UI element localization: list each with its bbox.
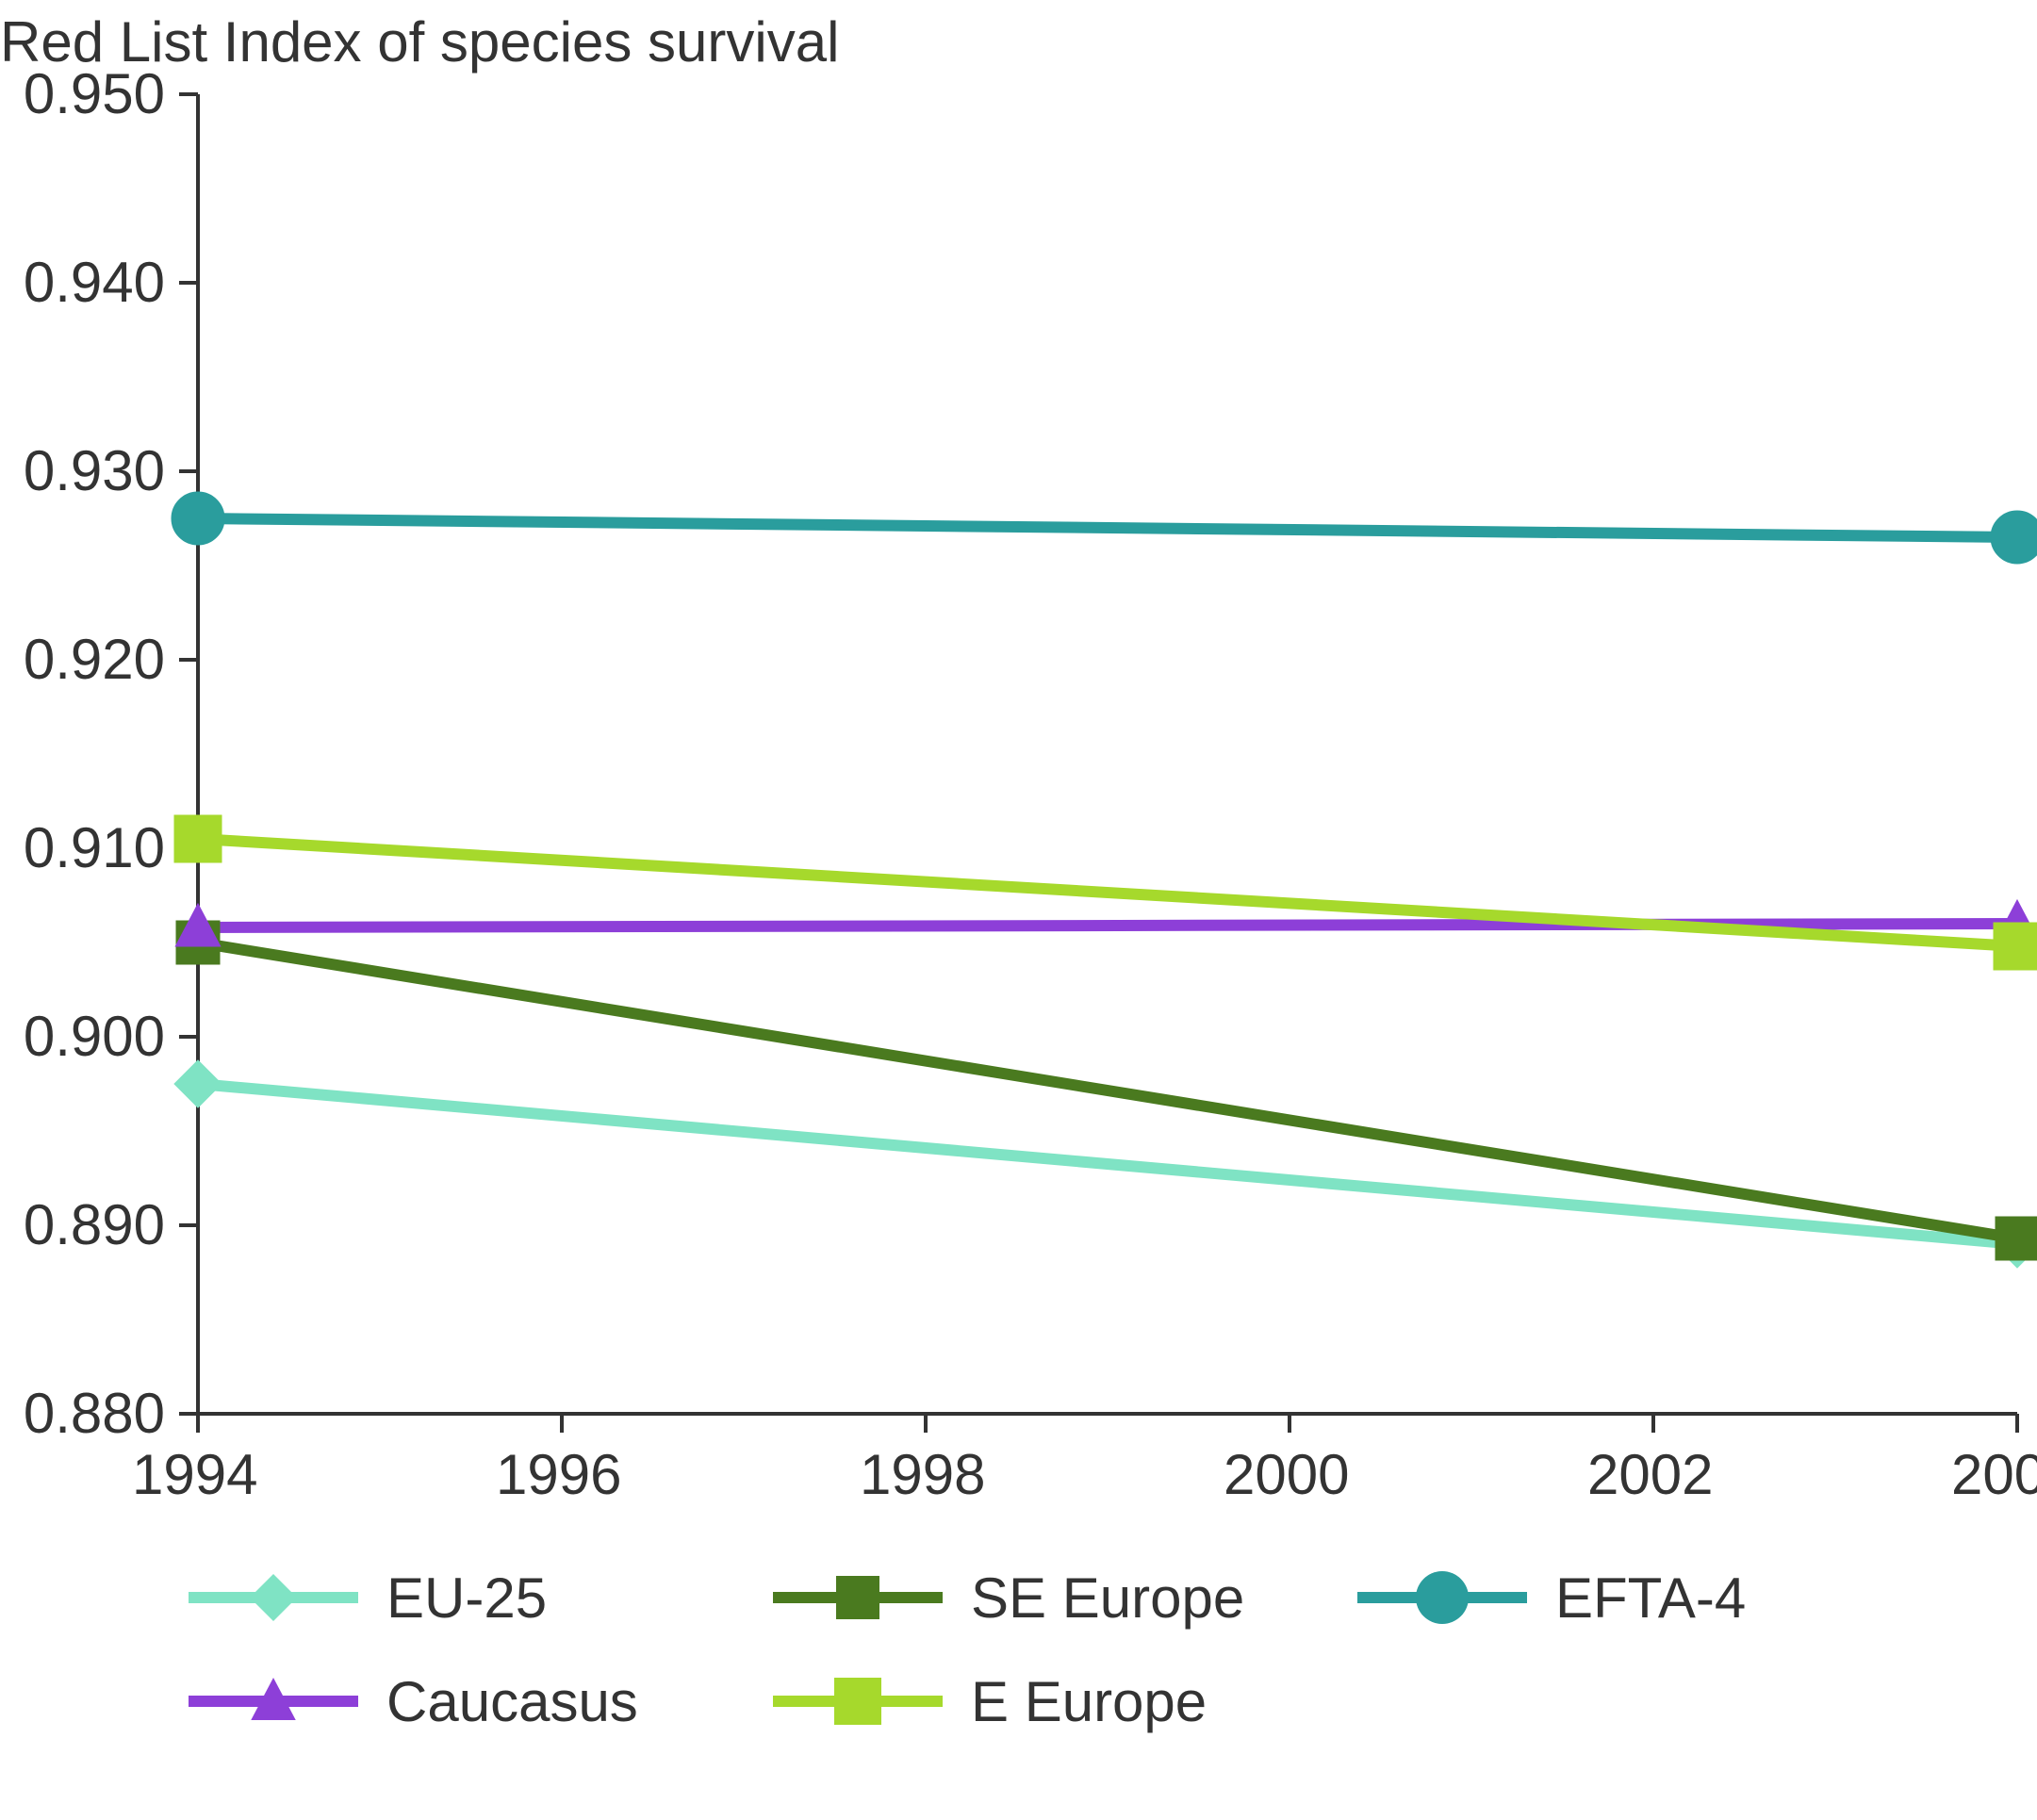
legend-item-efta4: EFTA-4 <box>1357 1546 1942 1649</box>
legend-swatch-efta4 <box>1357 1569 1527 1626</box>
x-tick-label: 2004 <box>1951 1442 2037 1507</box>
series-marker-seeurope <box>1996 1217 2037 1260</box>
series-marker-efta4 <box>172 492 224 545</box>
series-marker-eeurope <box>174 815 222 862</box>
legend-swatch-caucasus <box>189 1673 358 1730</box>
legend-item-eeurope: E Europe <box>773 1649 1357 1753</box>
y-tick-label: 0.900 <box>24 1004 165 1069</box>
y-tick-label: 0.940 <box>24 250 165 315</box>
y-tick-label: 0.880 <box>24 1381 165 1446</box>
y-tick-label: 0.920 <box>24 627 165 692</box>
series-line-eu25 <box>198 1084 2017 1244</box>
square-icon <box>820 1664 895 1739</box>
circle-icon <box>1405 1560 1480 1635</box>
x-tick-label: 1996 <box>496 1442 621 1507</box>
chart-container: Red List Index of species survival EU-25… <box>0 0 2037 1820</box>
y-tick-label: 0.950 <box>24 61 165 126</box>
y-tick-label: 0.910 <box>24 815 165 880</box>
legend-label-eeurope: E Europe <box>971 1669 1207 1734</box>
square-icon <box>820 1560 895 1635</box>
series-marker-eeurope <box>1994 923 2037 970</box>
x-tick-label: 2002 <box>1587 1442 1713 1507</box>
x-tick-label: 1998 <box>860 1442 985 1507</box>
series-marker-efta4 <box>1991 511 2037 564</box>
y-tick-label: 0.890 <box>24 1192 165 1257</box>
series-line-seeurope <box>198 943 2017 1238</box>
legend-item-caucasus: Caucasus <box>189 1649 773 1753</box>
chart-legend: EU-25 SE Europe EFTA-4 Caucasus E Europe <box>189 1546 1942 1753</box>
legend-label-seeurope: SE Europe <box>971 1566 1244 1631</box>
series-marker-eu25 <box>174 1060 222 1107</box>
diamond-icon <box>236 1560 311 1635</box>
triangle-icon <box>236 1664 311 1739</box>
series-line-efta4 <box>198 518 2017 537</box>
legend-label-caucasus: Caucasus <box>386 1669 638 1734</box>
legend-label-eu25: EU-25 <box>386 1566 547 1631</box>
legend-swatch-eeurope <box>773 1673 943 1730</box>
legend-swatch-eu25 <box>189 1569 358 1626</box>
x-tick-label: 1994 <box>132 1442 257 1507</box>
legend-item-eu25: EU-25 <box>189 1546 773 1649</box>
y-tick-label: 0.930 <box>24 438 165 503</box>
x-tick-label: 2000 <box>1224 1442 1349 1507</box>
legend-swatch-seeurope <box>773 1569 943 1626</box>
legend-label-efta4: EFTA-4 <box>1555 1566 1746 1631</box>
legend-item-seeurope: SE Europe <box>773 1546 1357 1649</box>
